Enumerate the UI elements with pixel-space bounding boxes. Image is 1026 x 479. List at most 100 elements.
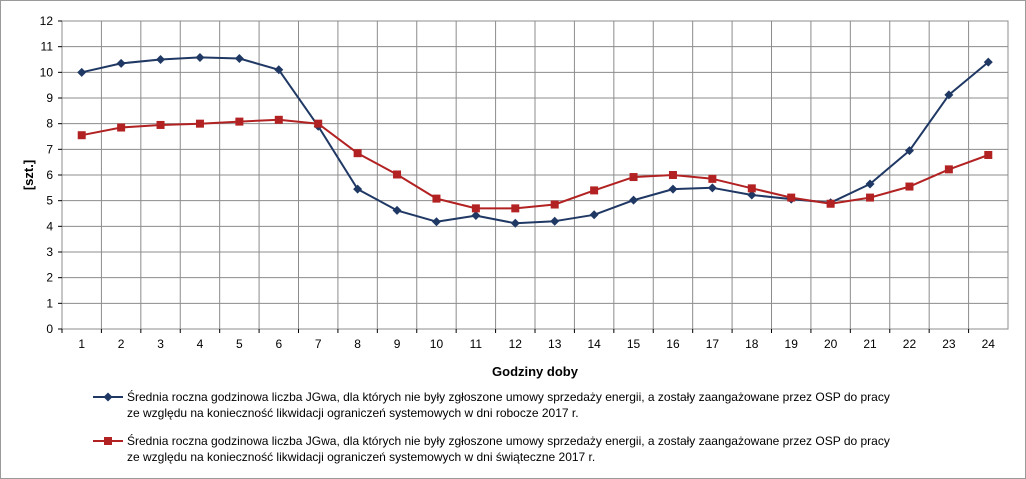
x-tick-label-13: 13 (548, 337, 562, 351)
point-s1-x7 (314, 119, 323, 128)
y-tick-label-4: 4 (46, 219, 53, 233)
point-s1-x3 (156, 120, 165, 129)
point-s0-x4 (195, 52, 205, 62)
y-tick-label-12: 12 (40, 14, 54, 28)
y-tick-label-0: 0 (46, 322, 53, 336)
series-holidays (77, 115, 993, 213)
point-s0-x8 (353, 184, 363, 194)
y-tick-label-3: 3 (46, 245, 53, 259)
x-tick-label-7: 7 (315, 337, 322, 351)
series-workdays (77, 52, 993, 228)
legend-diamond-marker (103, 392, 113, 402)
point-s1-x18 (747, 184, 756, 193)
series-line-1 (81, 118, 989, 210)
point-s1-x14 (590, 186, 599, 195)
series-group (77, 52, 993, 228)
x-tick-label-14: 14 (587, 337, 601, 351)
legend-text-workdays-line1: Średnia roczna godzinowa liczba JGwa, dl… (127, 390, 890, 404)
point-s0-x14 (589, 210, 599, 220)
x-tick-labels: 1 2 3 4 5 6 7 8 9 10 11 12 13 14 15 16 17 18 19 20 21 22 23 24 (61, 329, 996, 351)
point-s0-x15 (629, 195, 639, 205)
y-tick-label-6: 6 (46, 168, 53, 182)
point-s1-x19 (787, 193, 796, 202)
x-tick-label-23: 23 (942, 337, 956, 351)
grid-lines (61, 20, 1009, 330)
point-s0-x9 (392, 205, 402, 215)
point-s0-x3 (156, 55, 166, 64)
legend-square-marker (104, 437, 112, 445)
y-tick-label-7: 7 (46, 142, 53, 156)
x-tick-label-2: 2 (118, 337, 125, 351)
point-s0-x16 (668, 184, 678, 194)
y-tick-label-10: 10 (40, 65, 54, 79)
legend-item-workdays: Średnia roczna godzinowa liczba JGwa, dl… (93, 389, 993, 421)
point-s1-x5 (235, 117, 244, 126)
point-s1-x20 (826, 199, 835, 208)
point-s0-x10 (431, 217, 441, 227)
legend-text-holidays-line1: Średnia roczna godzinowa liczba JGwa, dl… (127, 434, 890, 448)
y-tick-label-11: 11 (41, 40, 54, 54)
point-s0-x6 (274, 65, 284, 75)
y-tick-label-1: 1 (46, 296, 53, 310)
point-s1-x2 (117, 123, 126, 132)
point-s1-x16 (668, 171, 677, 179)
legend-text-workdays-line2: ze względu na konieczność likwidacji ogr… (127, 406, 579, 420)
x-tick-label-15: 15 (627, 337, 641, 351)
x-tick-label-18: 18 (745, 337, 759, 351)
y-axis-label: [szt.] (21, 160, 36, 190)
point-s1-x10 (432, 194, 441, 203)
y-tick-label-8: 8 (46, 117, 53, 131)
point-s0-x11 (471, 211, 481, 221)
x-tick-label-17: 17 (706, 337, 720, 351)
point-s1-x24 (984, 150, 993, 159)
x-tick-label-16: 16 (666, 337, 680, 351)
y-tick-label-5: 5 (46, 194, 53, 208)
x-tick-label-12: 12 (509, 337, 523, 351)
legend-key-workdays (93, 392, 123, 402)
point-s1-x17 (708, 174, 717, 183)
point-s1-x22 (905, 182, 914, 191)
point-s0-x13 (550, 216, 560, 226)
point-s0-x12 (510, 218, 520, 228)
legend-item-holidays: Średnia roczna godzinowa liczba JGwa, dl… (93, 433, 993, 465)
legend-text-holidays-line2: ze względu na konieczność likwidacji ogr… (127, 450, 596, 464)
point-s1-x9 (393, 170, 402, 179)
point-s1-x1 (77, 131, 86, 140)
point-s1-x23 (944, 165, 953, 174)
point-s0-x22 (904, 146, 914, 156)
x-axis-label: Godziny doby (492, 364, 579, 379)
point-s0-x5 (234, 53, 244, 63)
series-line-0 (81, 56, 989, 225)
point-s0-x24 (983, 57, 993, 67)
x-tick-label-4: 4 (197, 337, 204, 351)
y-tick-label-9: 9 (46, 91, 53, 105)
x-tick-label-20: 20 (824, 337, 838, 351)
point-s1-x15 (629, 173, 638, 182)
x-tick-label-21: 21 (863, 337, 877, 351)
x-tick-label-19: 19 (785, 337, 799, 351)
x-tick-label-10: 10 (430, 337, 444, 351)
point-s0-x23 (944, 90, 954, 100)
x-tick-label-24: 24 (982, 337, 996, 351)
point-s1-x6 (274, 115, 283, 124)
point-s0-x18 (747, 190, 757, 200)
point-s1-x8 (353, 149, 362, 158)
x-tick-label-1: 1 (78, 337, 85, 351)
legend-key-holidays (93, 437, 123, 445)
point-s1-x11 (471, 204, 480, 213)
point-s0-x2 (116, 58, 126, 68)
point-s0-x1 (77, 67, 87, 77)
point-s0-x21 (865, 179, 875, 189)
x-tick-label-11: 11 (470, 337, 483, 351)
point-s0-x17 (707, 183, 717, 193)
x-tick-label-5: 5 (236, 337, 243, 351)
point-s1-x13 (550, 200, 559, 209)
x-tick-label-22: 22 (903, 337, 917, 351)
point-s1-x4 (195, 119, 204, 128)
point-s1-x21 (866, 193, 875, 202)
x-tick-label-3: 3 (157, 337, 164, 351)
y-tick-label-2: 2 (46, 271, 53, 285)
